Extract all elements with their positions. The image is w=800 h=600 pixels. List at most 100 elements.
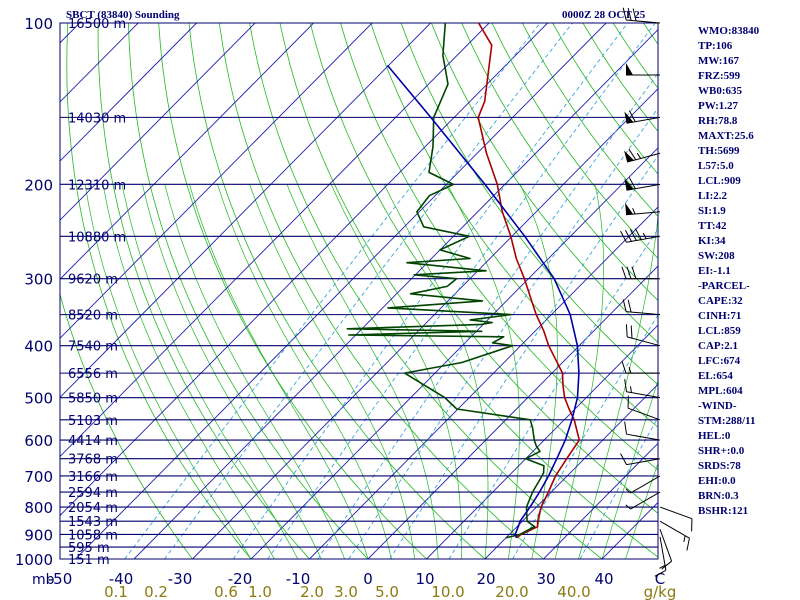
mixing-ratio-tick-label: 0.2 <box>144 583 168 600</box>
wind-barb <box>620 228 661 243</box>
temperature-line <box>477 23 581 539</box>
pressure-tick-label: 600 <box>24 432 53 450</box>
wind-barb <box>625 491 661 510</box>
stats-line: -PARCEL- <box>698 280 750 292</box>
wind-barb <box>624 148 661 163</box>
height-label: 2054 m <box>68 501 118 516</box>
moist-adiabat-line <box>625 462 658 559</box>
stats-line: BRN:0.3 <box>698 490 739 502</box>
plot-frame <box>59 22 659 560</box>
height-label: 5103 m <box>68 414 118 429</box>
stats-line: EL:654 <box>698 370 733 382</box>
stats-line: LI:2.2 <box>698 190 728 202</box>
stats-line: TP:106 <box>698 40 733 52</box>
stats-line: STM:288/11 <box>698 415 756 427</box>
height-label: 4414 m <box>68 434 118 449</box>
stats-line: CAP:2.1 <box>698 340 739 352</box>
wind-barb <box>654 536 667 577</box>
wind-barb <box>625 202 661 216</box>
stats-line: HEL:0 <box>698 430 731 442</box>
mixing-ratio-tick-label: g/kg <box>644 583 677 600</box>
wind-barb <box>624 421 661 441</box>
height-label: 10880 m <box>68 230 126 245</box>
stats-line: CINH:71 <box>698 310 742 322</box>
height-label: 12310 m <box>68 178 126 193</box>
temperature-tick-label: -20 <box>228 570 253 588</box>
isotherm-line <box>133 29 658 559</box>
isotherms <box>60 23 658 559</box>
isotherm-line <box>60 23 314 280</box>
isotherm-line <box>60 23 197 162</box>
temperature-tick-label: -30 <box>168 570 193 588</box>
wind-barb <box>659 506 693 532</box>
mixing-ratio-tick-labels: 0.1 0.2 0.6 1.0 2.0 3.0 5.0 10.0 20.0 40.0 g/kg <box>104 583 676 600</box>
height-label: 2594 m <box>68 486 118 501</box>
pressure-tick-label: 300 <box>24 271 53 289</box>
height-label: 16500 m <box>68 17 126 32</box>
mixing-ratio-tick-label: 1.0 <box>248 583 272 600</box>
mixing-ratio-tick-label: 2.0 <box>300 583 324 600</box>
sounding-series <box>346 23 581 539</box>
height-label: 3166 m <box>68 470 118 485</box>
temperature-tick-label: 40 <box>594 570 613 588</box>
mixing-ratio-tick-label: 40.0 <box>557 583 590 600</box>
temperature-tick-label: 0 <box>363 570 373 588</box>
stats-line: -WIND- <box>698 400 737 412</box>
wind-barb <box>620 453 661 466</box>
height-label: 3768 m <box>68 453 118 468</box>
pressure-tick-label: 500 <box>24 390 53 408</box>
wind-barb <box>622 299 661 316</box>
height-label: 151 m <box>68 553 110 568</box>
height-label: 9620 m <box>68 273 118 288</box>
isotherms-hot <box>543 442 658 559</box>
stats-line: LCL:859 <box>698 325 741 337</box>
temperature-tick-label: 30 <box>536 570 555 588</box>
pressure-tick-label: 100 <box>24 15 53 33</box>
plot-area <box>60 23 658 559</box>
temperature-tick-label: -40 <box>109 570 134 588</box>
temperature-tick-labels: -50 -40 -30 -20 -10 0 10 20 30 40 C <box>48 570 665 588</box>
wind-barb <box>625 324 661 347</box>
isobars <box>59 22 659 560</box>
stats-line: LCL:909 <box>698 175 741 187</box>
pressure-tick-label: 700 <box>24 468 53 486</box>
isotherm-line <box>250 147 658 559</box>
height-label: 1058 m <box>68 528 118 543</box>
station-title: SBCT (83840) Sounding <box>66 9 180 21</box>
wind-barbs <box>620 7 693 577</box>
stats-line: SHR+:0.0 <box>698 445 745 457</box>
mixing-ratio-tick-label: 0.1 <box>104 583 128 600</box>
mixing-ratio-tick-label: 5.0 <box>375 583 399 600</box>
temperature-tick-label: C <box>655 570 665 588</box>
pressure-unit-label: mb <box>32 572 55 588</box>
stats-line: WB0:635 <box>698 85 742 97</box>
height-label: 14030 m <box>68 111 126 126</box>
temperature-tick-label: 10 <box>415 570 434 588</box>
isotherm-line <box>309 206 658 559</box>
pressure-tick-label: 200 <box>24 176 53 194</box>
pressure-tick-labels: 100 200 300 400 500 600 700 800 900 1000 mb <box>15 15 55 588</box>
mixing-ratio-tick-label: 10.0 <box>431 583 464 600</box>
stats-line: SRDS:78 <box>698 460 741 472</box>
isotherm-line <box>367 265 658 559</box>
stats-panel: WMO:83840 TP:106 MW:167 FRZ:599 WB0:635 PW:1.… <box>698 24 759 519</box>
wind-barb <box>621 266 660 280</box>
pressure-tick-label: 400 <box>24 338 53 356</box>
isotherm-line <box>60 23 373 339</box>
mixing-ratio-tick-label: 0.6 <box>214 583 238 600</box>
stats-line: PW:1.27 <box>698 100 739 112</box>
wind-barb <box>659 529 673 570</box>
isotherm-line <box>60 23 548 517</box>
stats-line: SI:1.9 <box>698 205 726 217</box>
isotherm-line <box>484 383 658 559</box>
wind-barb <box>621 360 660 374</box>
stats-line: FRZ:599 <box>698 70 741 82</box>
isotherm-line <box>543 442 658 559</box>
height-label: 8520 m <box>68 309 118 324</box>
stats-line: LFC:674 <box>698 355 741 367</box>
stats-line: WMO:83840 <box>698 25 760 37</box>
stats-line: EHI:0.0 <box>698 475 736 487</box>
stats-line: MW:167 <box>698 55 739 67</box>
stats-line: SW:208 <box>698 250 735 262</box>
